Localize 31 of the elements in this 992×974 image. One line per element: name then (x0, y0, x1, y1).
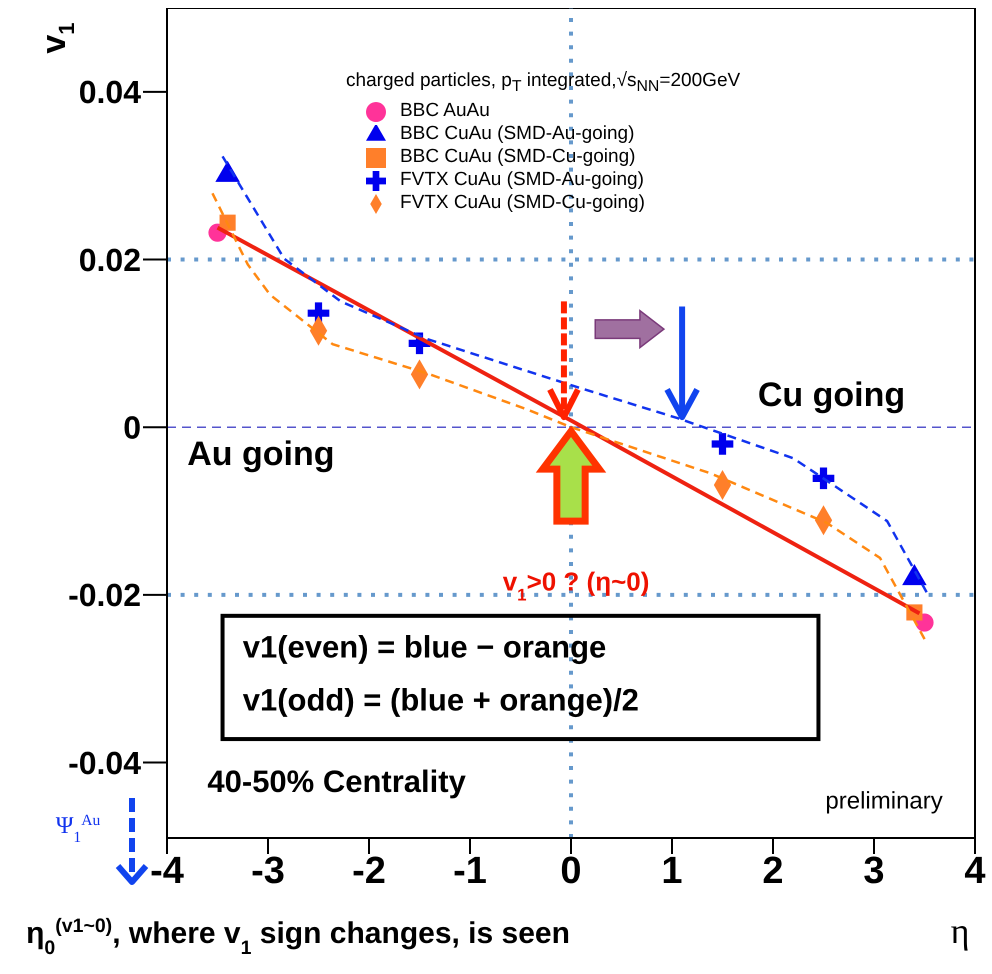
y-tick-label: 0.04 (78, 74, 142, 110)
annotation: v1(even) = blue − orange (242, 630, 606, 665)
point (812, 468, 834, 490)
annotation: preliminary (825, 788, 943, 815)
y-tick-label: -0.02 (68, 577, 141, 614)
legend-label: FVTX CuAu (SMD-Cu-going) (400, 192, 645, 213)
x-tick-label: -1 (453, 850, 487, 892)
annotation: 40-50% Centrality (207, 764, 467, 799)
legend-label: BBC AuAu (400, 100, 490, 121)
legend-label: BBC CuAu (SMD-Cu-going) (400, 146, 636, 167)
y-tick-label: -0.04 (68, 744, 142, 781)
annotation: v1(odd) = (blue + orange)/2 (242, 682, 639, 718)
x-tick-label: 0 (560, 850, 582, 892)
x-axis-title: η (950, 911, 970, 951)
x-tick-label: 1 (661, 850, 683, 892)
x-tick-label: -4 (150, 850, 184, 892)
x-tick-label: 4 (964, 850, 986, 892)
legend-label: FVTX CuAu (SMD-Au-going) (400, 169, 644, 190)
point (712, 433, 734, 455)
legend-title: charged particles, p$_{T}$ integrated,√s$_{NN}$=200GeV (346, 70, 740, 95)
x-tick-label: -2 (352, 850, 386, 892)
x-tick-label: 3 (863, 850, 885, 892)
x-tick-label: -3 (251, 850, 285, 892)
annotation: v$_{1}$>0 ? (η~0) (502, 566, 650, 604)
annotation: Au going (187, 434, 334, 473)
x-tick-label: 2 (762, 850, 784, 892)
text: η$_{0}$$^{(v1~0)}$, where v$_{1}$ sign changes, is seen (26, 915, 570, 959)
annotation: Cu going (758, 376, 906, 414)
y-tick-label: 0 (123, 410, 141, 446)
legend-label: BBC CuAu (SMD-Au-going) (400, 123, 634, 144)
y-tick-label: 0.02 (78, 242, 141, 278)
